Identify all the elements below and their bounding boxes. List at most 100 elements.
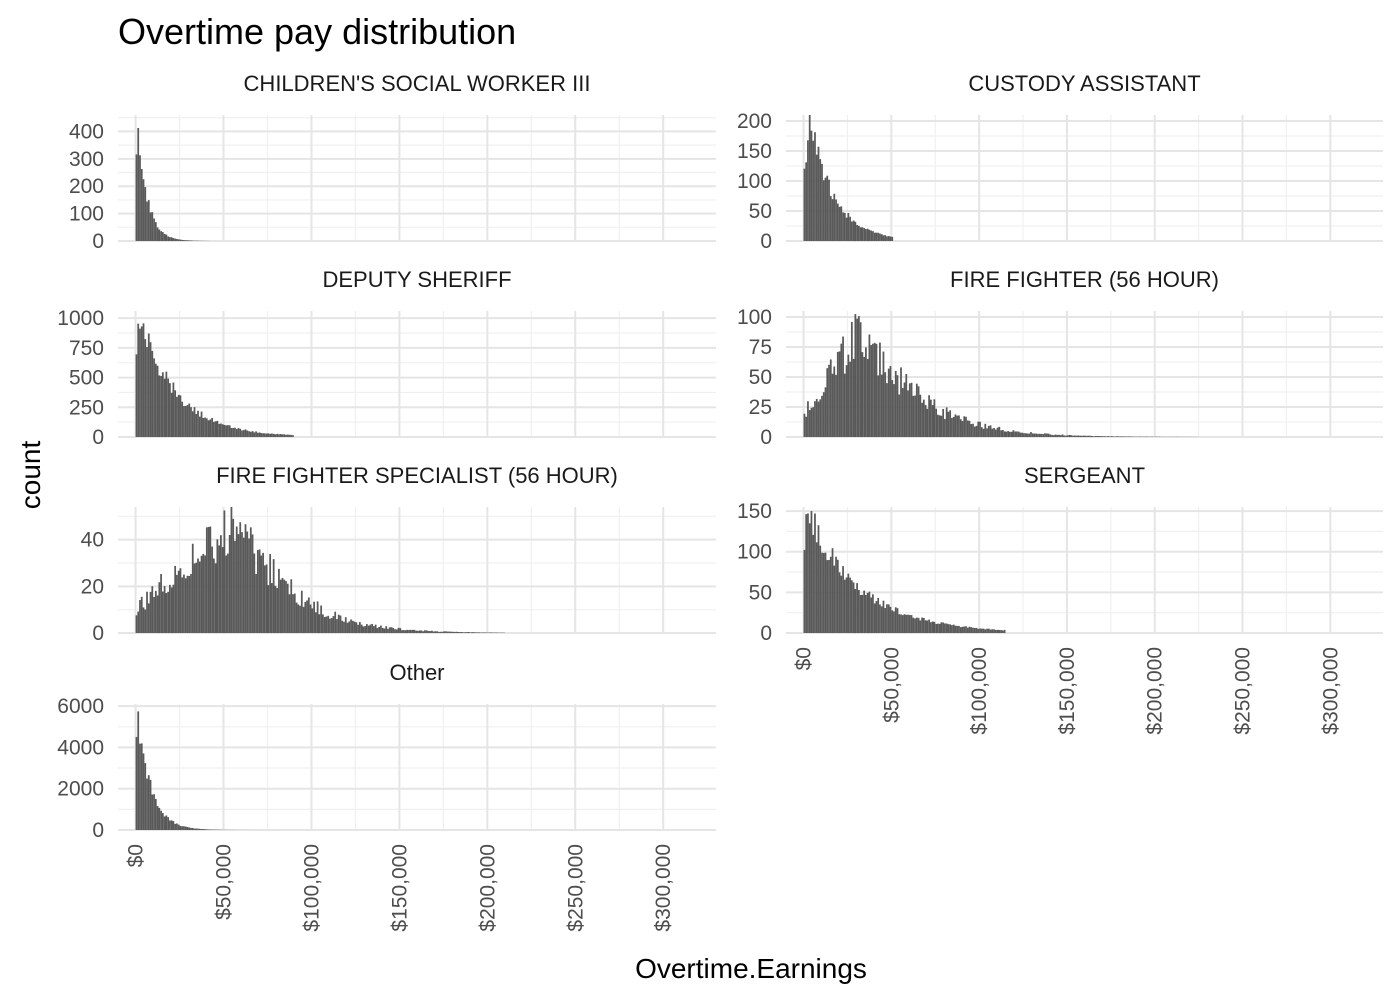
histogram-bar	[422, 631, 425, 633]
y-tick-label: 20	[81, 575, 104, 598]
x-tick-label: $50,000	[213, 844, 236, 920]
histogram-bar	[822, 552, 825, 633]
histogram-bar	[1128, 436, 1131, 437]
histogram-bar	[958, 625, 960, 633]
histogram-bar	[926, 620, 929, 633]
histogram-bar	[376, 628, 379, 633]
histogram-bar	[218, 545, 221, 633]
histogram-bar	[1040, 433, 1043, 437]
histogram-bar	[917, 617, 920, 633]
histogram-bar	[183, 406, 185, 437]
histogram-bar	[1010, 431, 1013, 437]
histogram-bar	[1000, 630, 1002, 633]
histogram-bar	[267, 433, 270, 437]
histogram-bar	[183, 240, 185, 241]
histogram-bar	[165, 815, 168, 830]
gridlines	[118, 115, 716, 242]
histogram-bar	[994, 629, 997, 633]
histogram-bar	[158, 375, 161, 437]
histogram-bar	[972, 423, 974, 437]
histogram-bar	[866, 359, 869, 437]
histogram-bar	[184, 826, 187, 830]
histogram-bar	[1005, 431, 1008, 437]
histogram-bar	[300, 590, 303, 633]
histogram-bar	[272, 559, 275, 633]
histogram-bar	[154, 363, 157, 437]
histogram-bar	[160, 375, 162, 437]
x-tick-label: $0	[125, 844, 148, 867]
y-tick-label: 50	[749, 200, 772, 223]
histogram-bar	[193, 828, 196, 830]
histogram-bar	[810, 130, 813, 241]
histogram-bar	[216, 539, 219, 633]
histogram-bar	[1049, 434, 1052, 437]
histogram-bar	[900, 614, 902, 633]
histogram-bar	[963, 416, 966, 437]
histogram-bar	[348, 621, 351, 633]
histogram-bar	[406, 629, 409, 633]
histogram-bar	[212, 558, 215, 633]
histogram-bar	[921, 617, 923, 633]
histogram-bar	[163, 816, 166, 830]
histogram-bar	[413, 629, 416, 633]
histogram-bar	[1045, 433, 1048, 437]
histogram-bar	[355, 622, 358, 633]
histogram-bar	[870, 345, 873, 437]
histogram-bar	[886, 604, 888, 633]
histogram-bar	[922, 617, 925, 633]
histogram-bar	[146, 778, 148, 830]
histogram-bar	[179, 568, 182, 633]
histogram-bar	[350, 619, 352, 633]
histogram-bar	[996, 629, 999, 633]
histogram-bar	[281, 434, 284, 437]
histogram-bar	[875, 343, 878, 437]
histogram-bar	[836, 559, 839, 633]
histogram-bar	[299, 605, 301, 633]
histogram-bar	[397, 627, 400, 633]
histogram-bar	[828, 179, 830, 241]
histogram-bar	[850, 580, 853, 633]
histogram-bar	[165, 371, 168, 437]
y-tick-label: 50	[749, 366, 772, 389]
histogram-bar	[856, 583, 858, 633]
histogram-bar	[285, 581, 287, 633]
histogram-bar	[441, 631, 444, 633]
histogram-bar	[912, 395, 915, 437]
histogram-bar	[815, 398, 818, 437]
x-tick-label: $150,000	[388, 844, 411, 932]
histogram-bar	[856, 224, 858, 241]
histogram-bar	[285, 434, 287, 437]
histogram-bar	[959, 419, 962, 437]
histogram-bar	[803, 168, 806, 241]
histogram-bar	[993, 629, 995, 633]
histogram-bar	[805, 416, 808, 437]
histogram-bar	[450, 631, 453, 633]
y-tick-label: 300	[69, 148, 104, 171]
facet-custody-assistant: CUSTODY ASSISTANT 0 50 100 150 200	[737, 71, 1383, 253]
histogram-bar	[186, 405, 189, 437]
histogram-bar	[142, 753, 145, 830]
histogram-bar	[190, 240, 192, 241]
histogram-bar	[873, 232, 876, 241]
histogram-bar	[274, 434, 277, 437]
histogram-bar	[135, 154, 138, 241]
histogram-bar	[248, 538, 250, 633]
histogram-bar	[307, 597, 310, 633]
histogram-bar	[833, 193, 836, 241]
y-tick-label: 4000	[57, 736, 104, 759]
histogram-bar	[174, 823, 177, 830]
histogram-bar	[351, 620, 354, 633]
histogram-bar	[256, 550, 259, 633]
histogram-bar	[151, 212, 154, 241]
histogram-bar	[218, 423, 221, 437]
histogram-bar	[161, 232, 164, 241]
histogram-bar	[241, 430, 243, 437]
y-tick-label: 400	[69, 120, 104, 143]
histogram-bar	[875, 600, 878, 633]
histogram-bar	[172, 821, 175, 830]
histogram-bar	[954, 414, 957, 437]
histogram-bar	[490, 632, 493, 633]
histogram-bar	[1102, 436, 1104, 437]
facet-label: FIRE FIGHTER SPECIALIST (56 HOUR)	[216, 463, 618, 488]
histogram-bar	[387, 628, 389, 633]
